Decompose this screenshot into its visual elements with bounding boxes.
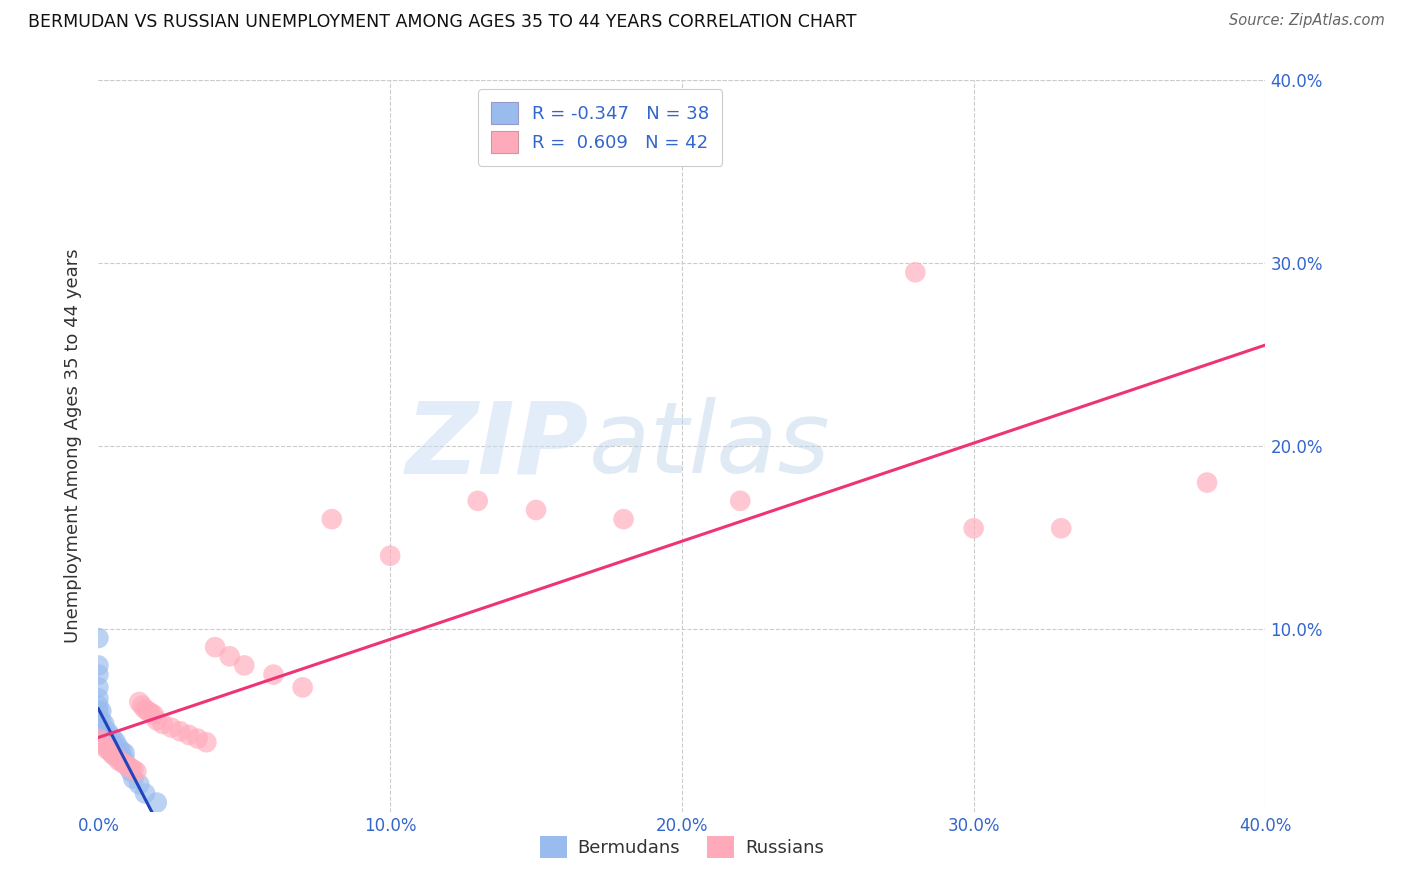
Point [120, 761, 142, 775]
Point [962, 521, 984, 535]
Point [87, 731, 110, 746]
Point [104, 735, 127, 749]
Point [98, 735, 121, 749]
Point [160, 721, 183, 735]
Point [114, 757, 136, 772]
Point [93, 726, 115, 740]
Point [904, 265, 927, 279]
Point [139, 706, 162, 720]
Point [111, 744, 134, 758]
Point [93, 735, 115, 749]
Point [87, 731, 110, 746]
Point [1195, 475, 1218, 490]
Point [101, 746, 124, 760]
Point [98, 728, 121, 742]
Text: BERMUDAN VS RUSSIAN UNEMPLOYMENT AMONG AGES 35 TO 44 YEARS CORRELATION CHART: BERMUDAN VS RUSSIAN UNEMPLOYMENT AMONG A… [28, 13, 856, 31]
Point [467, 493, 489, 508]
Point [87, 658, 110, 673]
Point [291, 681, 314, 695]
Point [233, 658, 256, 673]
Point [128, 695, 150, 709]
Point [96, 724, 118, 739]
Point [96, 742, 118, 756]
Point [120, 764, 142, 779]
Point [612, 512, 634, 526]
Point [101, 747, 124, 762]
Point [195, 735, 218, 749]
Point [87, 723, 110, 737]
Point [204, 640, 226, 655]
Text: Source: ZipAtlas.com: Source: ZipAtlas.com [1229, 13, 1385, 29]
Point [101, 731, 124, 746]
Point [104, 742, 127, 756]
Legend: Bermudans, Russians: Bermudans, Russians [533, 829, 831, 865]
Point [125, 764, 148, 779]
Point [87, 667, 110, 681]
Point [90, 735, 112, 749]
Point [134, 702, 156, 716]
Point [87, 714, 110, 728]
Point [524, 503, 547, 517]
Point [104, 749, 127, 764]
Point [93, 717, 115, 731]
Point [87, 698, 110, 713]
Point [169, 724, 191, 739]
Point [1050, 521, 1073, 535]
Point [96, 731, 118, 746]
Point [146, 714, 169, 728]
Point [262, 667, 284, 681]
Point [131, 698, 153, 713]
Y-axis label: Unemployment Among Ages 35 to 44 years: Unemployment Among Ages 35 to 44 years [63, 249, 82, 643]
Point [117, 759, 139, 773]
Point [90, 714, 112, 728]
Point [187, 731, 209, 746]
Point [321, 512, 343, 526]
Point [98, 742, 121, 756]
Point [108, 740, 131, 755]
Point [111, 756, 134, 770]
Point [93, 739, 115, 753]
Point [114, 754, 136, 768]
Point [117, 759, 139, 773]
Text: atlas: atlas [589, 398, 830, 494]
Point [101, 739, 124, 753]
Point [111, 752, 134, 766]
Point [108, 754, 131, 768]
Point [177, 728, 200, 742]
Point [87, 691, 110, 706]
Point [134, 787, 156, 801]
Point [728, 493, 751, 508]
Point [87, 631, 110, 645]
Point [146, 796, 169, 810]
Point [218, 649, 240, 664]
Point [152, 717, 174, 731]
Text: ZIP: ZIP [405, 398, 589, 494]
Point [114, 746, 136, 760]
Point [90, 723, 112, 737]
Point [142, 707, 165, 722]
Point [90, 704, 112, 718]
Point [87, 704, 110, 718]
Point [122, 772, 145, 786]
Point [136, 704, 159, 718]
Point [87, 681, 110, 695]
Point [122, 763, 145, 777]
Point [378, 549, 402, 563]
Point [128, 777, 150, 791]
Point [108, 747, 131, 762]
Point [98, 744, 121, 758]
